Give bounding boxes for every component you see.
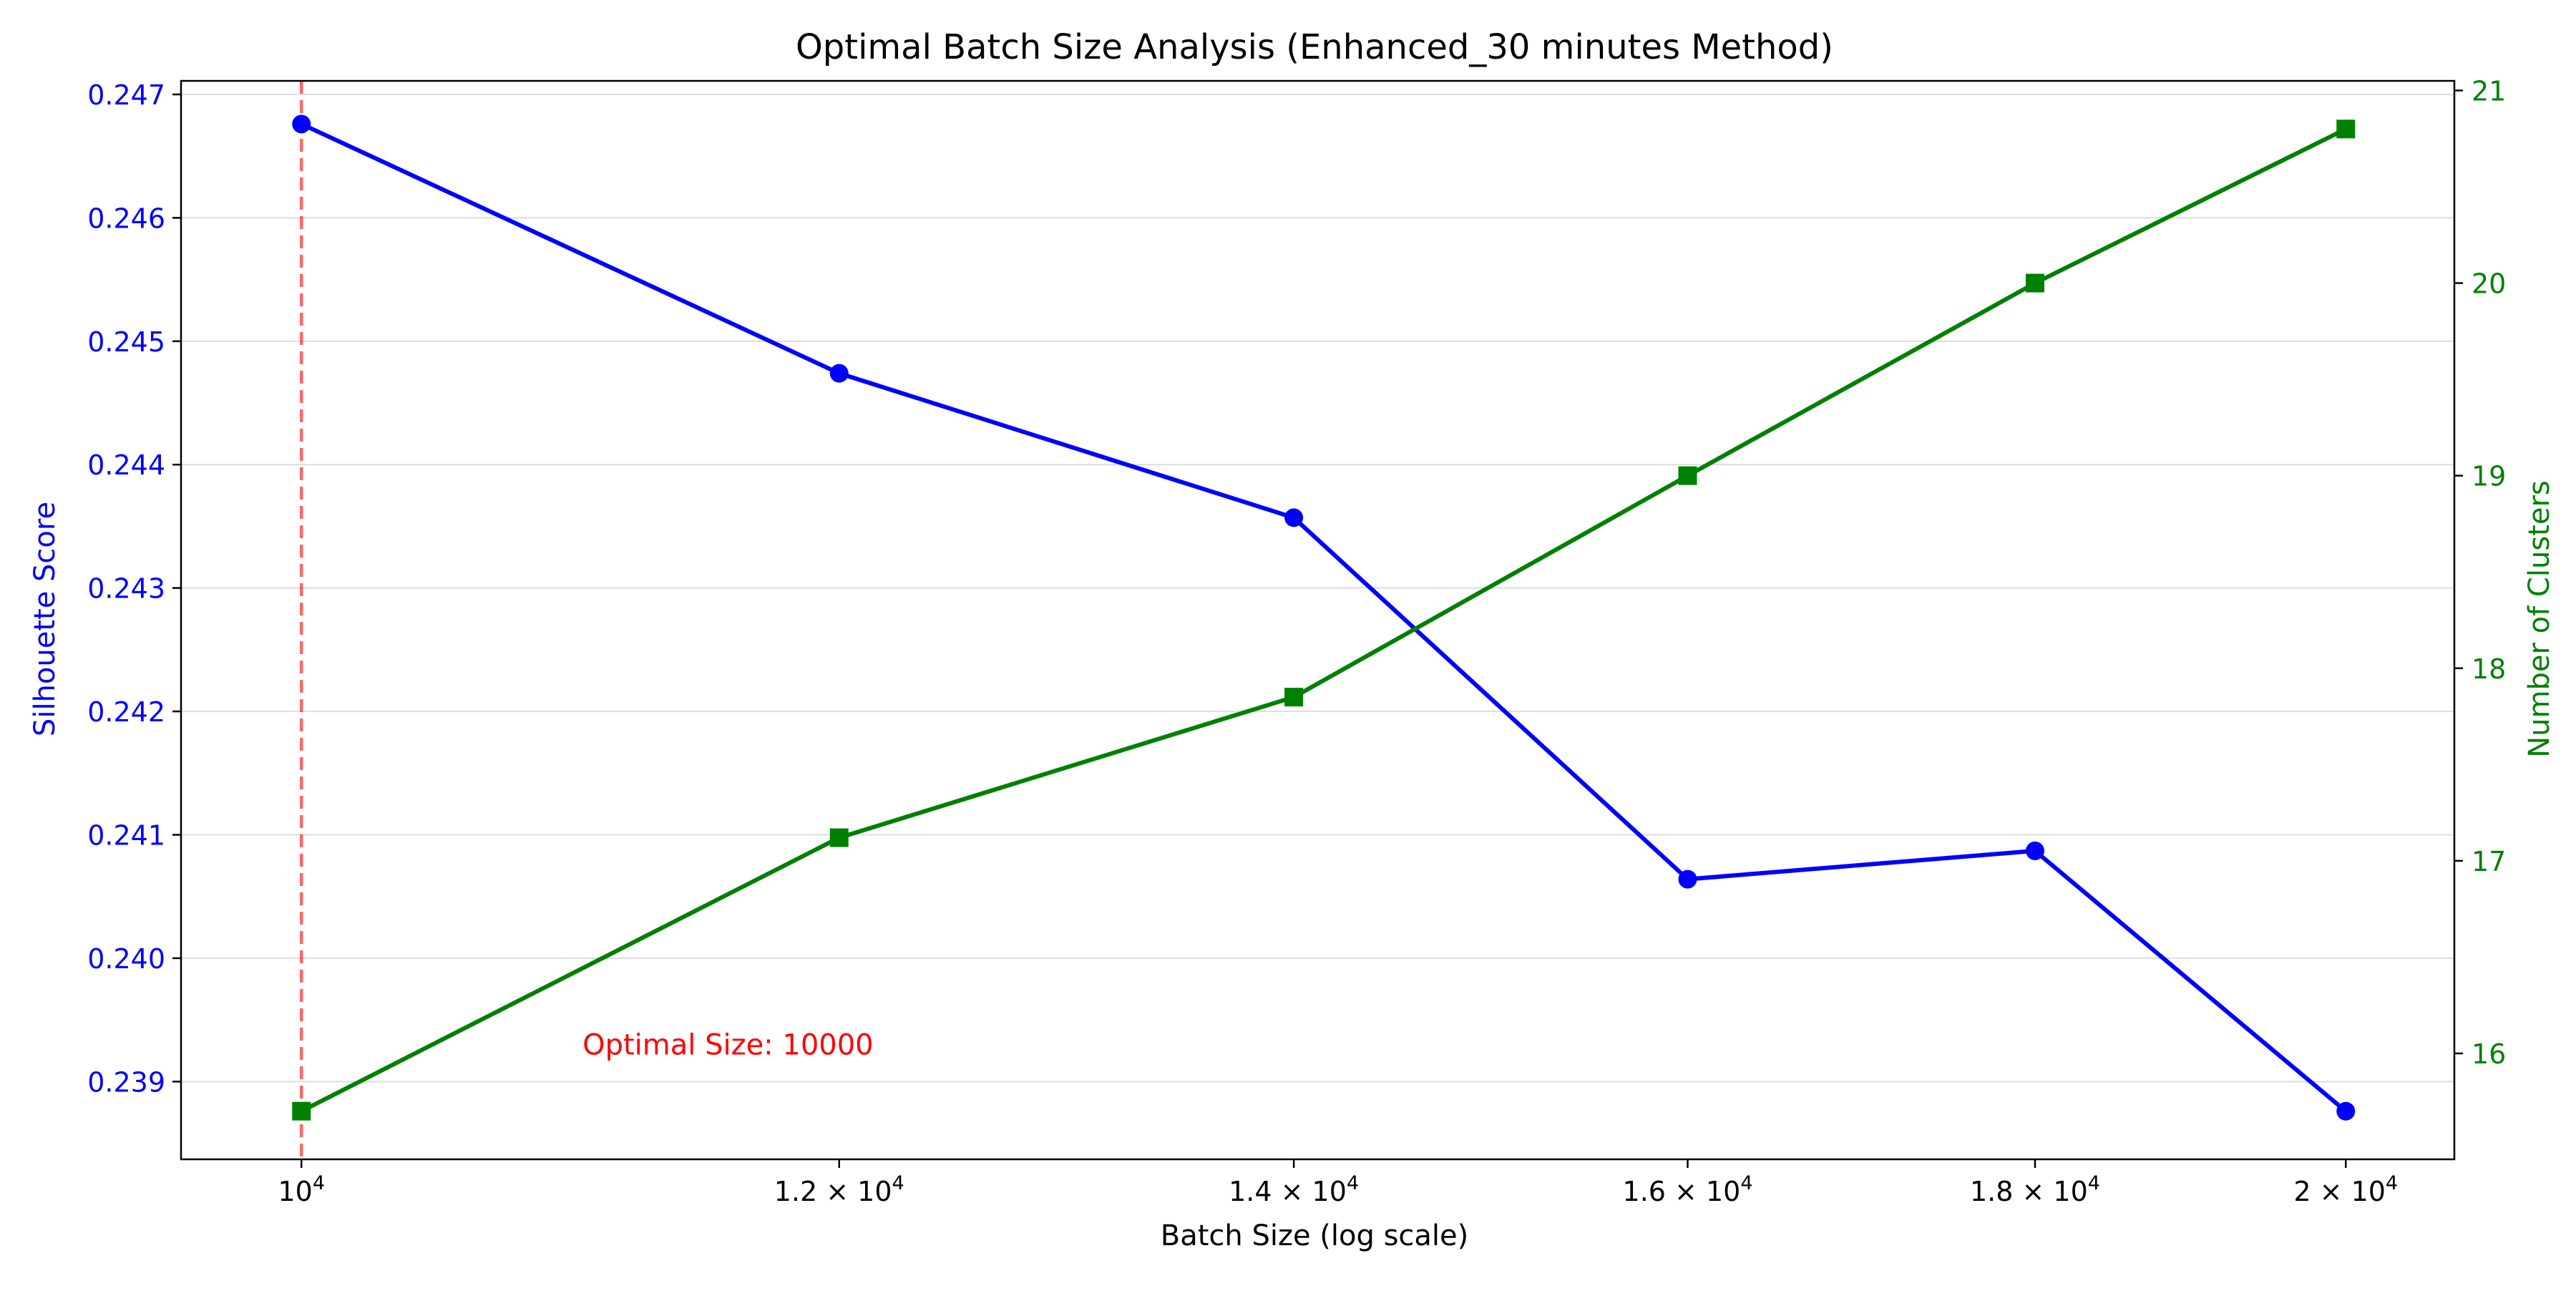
x-tick-label: 2 × 104 — [2293, 1172, 2398, 1207]
x-tick-label: 1.2 × 104 — [774, 1172, 904, 1207]
series-line-silhouette — [301, 122, 2348, 1114]
left-y-tick-label: 0.241 — [87, 820, 165, 852]
left-y-tick-label: 0.247 — [87, 79, 165, 111]
silhouette-point — [292, 115, 311, 134]
clusters-point — [1678, 466, 1697, 485]
left-y-tick-label: 0.246 — [87, 203, 165, 234]
left-y-tick-label: 0.242 — [87, 696, 165, 728]
silhouette-point — [1284, 508, 1304, 527]
right-y-tick-label: 21 — [2472, 75, 2506, 107]
right-y-tick-label: 16 — [2472, 1038, 2506, 1070]
right-y-tick-label: 19 — [2472, 461, 2506, 492]
series-line-clusters — [300, 127, 2347, 1114]
left-y-tick-label: 0.244 — [87, 449, 165, 481]
grid-lines — [181, 93, 2454, 1083]
silhouette-point — [2336, 1101, 2356, 1121]
right-y-tick-label: 17 — [2472, 846, 2506, 877]
left-y-tick-label: 0.243 — [87, 573, 165, 605]
left-y-tick-label: 0.240 — [87, 943, 165, 975]
optimal-size-annotation: Optimal Size: 10000 — [582, 1029, 874, 1062]
clusters-point — [2336, 120, 2356, 139]
clusters-point — [829, 828, 849, 847]
left-y-axis-label: Silhouette Score — [29, 502, 62, 736]
x-tick-label: 1.8 × 104 — [1970, 1172, 2100, 1207]
right-y-axis-label: Number of Clusters — [2523, 480, 2556, 757]
x-tick-label: 1.4 × 104 — [1229, 1172, 1359, 1207]
silhouette-point — [829, 364, 849, 383]
clusters-point — [2025, 273, 2044, 293]
right-y-tick-label: 20 — [2472, 268, 2506, 300]
x-tick-label: 1.6 × 104 — [1623, 1172, 1753, 1207]
right-y-axis: 16 17 18 19 20 21 — [2454, 75, 2506, 1070]
clusters-point — [292, 1101, 311, 1121]
left-y-axis: 0.239 0.240 0.241 0.242 0.243 0.244 0.245 0.246… — [87, 79, 181, 1098]
left-y-tick-label: 0.239 — [87, 1066, 165, 1098]
x-axis: 104 1.2 × 104 1.4 × 104 1.6 × 104 1.8 × 104 2… — [278, 1159, 2398, 1207]
series-layer — [292, 115, 2356, 1121]
right-y-tick-label: 18 — [2472, 653, 2506, 685]
left-y-tick-label: 0.245 — [87, 326, 165, 358]
silhouette-point — [2025, 841, 2044, 860]
silhouette-point — [1678, 869, 1697, 889]
x-axis-label: Batch Size (log scale) — [1161, 1219, 1469, 1252]
clusters-point — [1284, 688, 1304, 707]
x-tick-label: 104 — [278, 1172, 325, 1207]
plot-frame — [180, 79, 2456, 1161]
chart-title: Optimal Batch Size Analysis (Enhanced_30… — [796, 27, 1833, 67]
